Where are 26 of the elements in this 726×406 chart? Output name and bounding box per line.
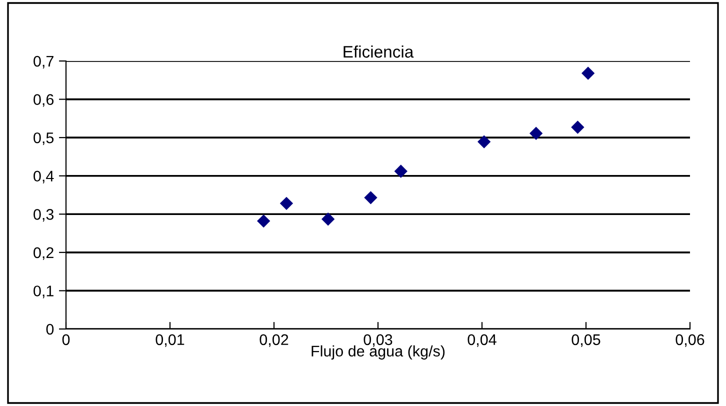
x-tick-label: 0,05 [572,334,600,347]
point [257,214,270,228]
x-tick-label: 0,03 [364,334,392,347]
x-tick-label: 0,01 [156,334,184,347]
y-tick-label: 0,1 [34,286,54,298]
x-tick-label: 0,04 [468,334,496,347]
point [477,135,491,148]
y-tick-label: 0,5 [34,132,54,146]
y-tick-label: 0,4 [34,170,54,184]
y-tick-label: 0,2 [34,247,54,260]
y-tick-label: 0,6 [34,94,54,107]
point [529,126,543,140]
point [581,66,595,80]
x-tick-label: 0,06 [676,334,704,347]
point [571,120,584,134]
x-axis-title: Flujo de agua (kg/s) [312,345,445,360]
x-tick-label: 0,02 [260,334,288,347]
y-tick-label: 0 [46,324,54,335]
chart-title: Eficiencia [344,45,414,58]
point [321,212,335,226]
point [280,196,294,210]
point [364,191,378,204]
y-tick-label: 0,3 [34,209,54,222]
point [394,164,408,178]
y-tick-label: 0,7 [34,56,54,68]
x-tick-label: 0 [62,334,70,346]
